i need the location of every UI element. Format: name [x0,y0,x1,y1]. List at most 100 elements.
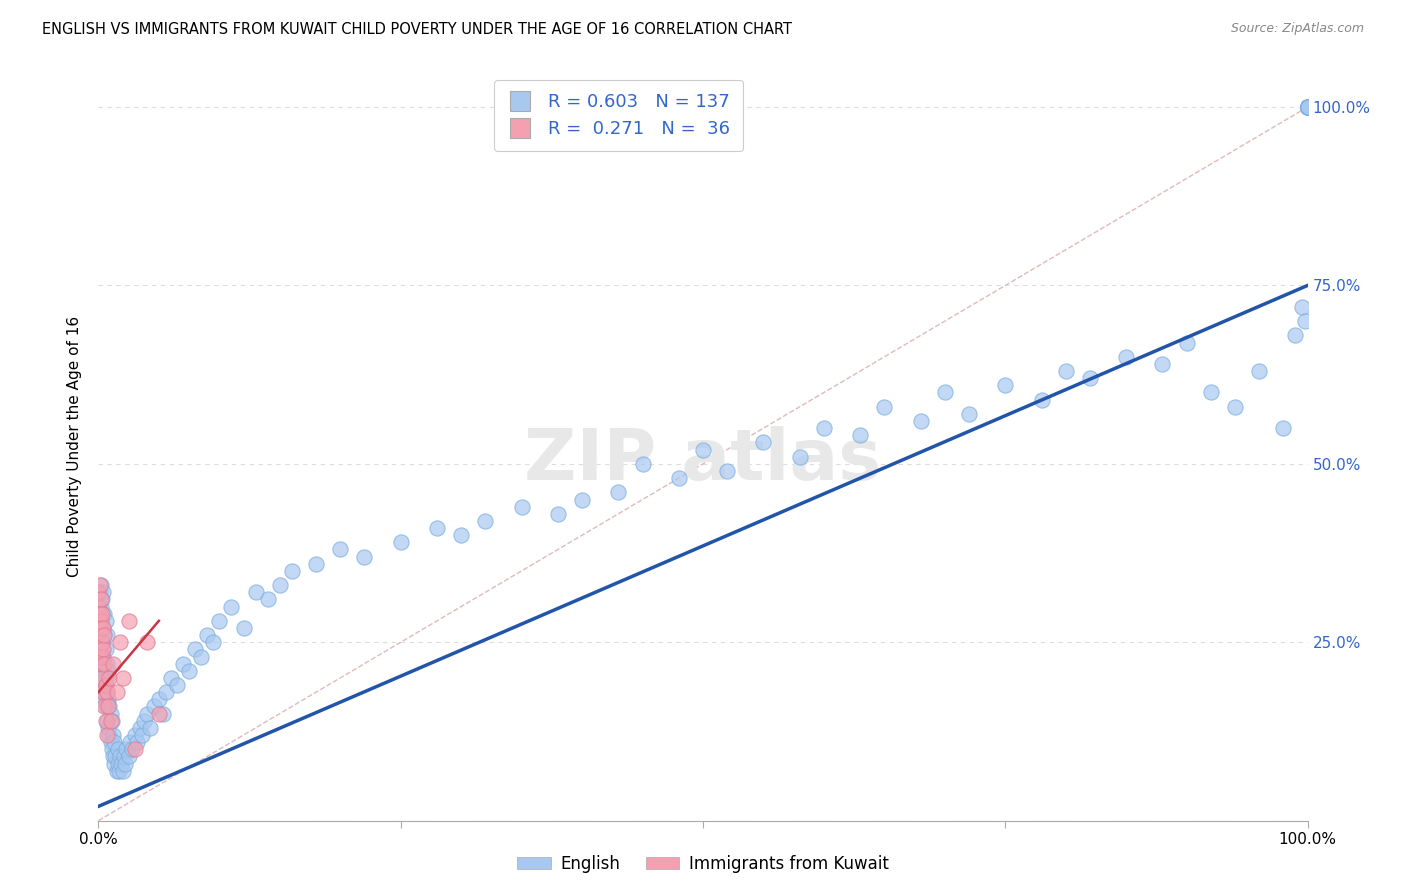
Point [97,664,120,678]
Point [135,706,157,721]
Point [112,749,135,764]
Point [87,628,110,642]
Point [166,678,188,692]
Point [148,706,170,721]
Point [104,749,127,764]
Point [108,749,131,764]
Point [91,621,114,635]
Point [90,578,112,592]
Point [155,685,177,699]
Point [1249,364,1271,378]
Point [101,657,124,671]
Point [90,614,112,628]
Point [103,756,125,771]
Point [1296,100,1319,114]
Point [94,614,117,628]
Point [1296,100,1319,114]
Legend: English, Immigrants from Kuwait: English, Immigrants from Kuwait [510,848,896,880]
Point [910,414,932,428]
Text: Source: ZipAtlas.com: Source: ZipAtlas.com [1230,22,1364,36]
Point [96,685,118,699]
Point [94,642,117,657]
Point [89,621,111,635]
Point [221,599,243,614]
Point [135,635,157,649]
Point [96,728,118,742]
Point [934,385,956,400]
Point [124,742,146,756]
Text: ENGLISH VS IMMIGRANTS FROM KUWAIT CHILD POVERTY UNDER THE AGE OF 16 CORRELATION : ENGLISH VS IMMIGRANTS FROM KUWAIT CHILD … [42,22,792,37]
Point [91,635,114,649]
Point [131,728,153,742]
Point [1294,314,1316,328]
Point [245,585,267,599]
Point [94,714,117,728]
Point [111,671,134,685]
Point [994,378,1017,392]
Point [111,764,134,778]
Point [256,592,278,607]
Point [957,407,980,421]
Point [190,649,212,664]
Point [474,514,496,528]
Point [93,628,115,642]
Point [1296,100,1319,114]
Point [98,671,121,685]
Point [353,549,375,564]
Point [716,464,738,478]
Point [692,442,714,457]
Point [91,642,114,657]
Point [94,671,117,685]
Point [1296,100,1319,114]
Point [202,635,225,649]
Point [115,742,138,756]
Point [547,507,569,521]
Point [789,450,811,464]
Point [139,721,162,735]
Point [631,457,654,471]
Point [89,578,111,592]
Point [1296,100,1319,114]
Point [1272,421,1295,435]
Point [1296,100,1319,114]
Point [1031,392,1053,407]
Point [91,649,114,664]
Point [90,592,112,607]
Point [172,657,194,671]
Point [143,699,166,714]
Point [134,714,156,728]
Y-axis label: Child Poverty Under the Age of 16: Child Poverty Under the Age of 16 [66,316,82,576]
Point [105,685,128,699]
Point [389,535,412,549]
Point [1296,100,1319,114]
Point [93,628,115,642]
Point [107,756,129,771]
Point [93,657,115,671]
Legend: R = 0.603   N = 137, R =  0.271   N =  36: R = 0.603 N = 137, R = 0.271 N = 36 [494,80,742,151]
Point [91,649,114,664]
Point [91,671,114,685]
Point [91,621,114,635]
Point [93,699,115,714]
Point [90,657,112,671]
Point [110,756,132,771]
Point [118,735,141,749]
Point [510,500,533,514]
Point [1296,100,1319,114]
Point [89,607,111,621]
Point [105,764,128,778]
Point [91,607,114,621]
Point [87,599,110,614]
Point [94,699,117,714]
Point [813,421,835,435]
Point [118,749,141,764]
Point [124,728,146,742]
Point [118,614,141,628]
Point [96,685,118,699]
Point [87,585,110,599]
Point [607,485,630,500]
Point [281,564,304,578]
Point [96,657,118,671]
Point [97,699,120,714]
Point [148,692,170,706]
